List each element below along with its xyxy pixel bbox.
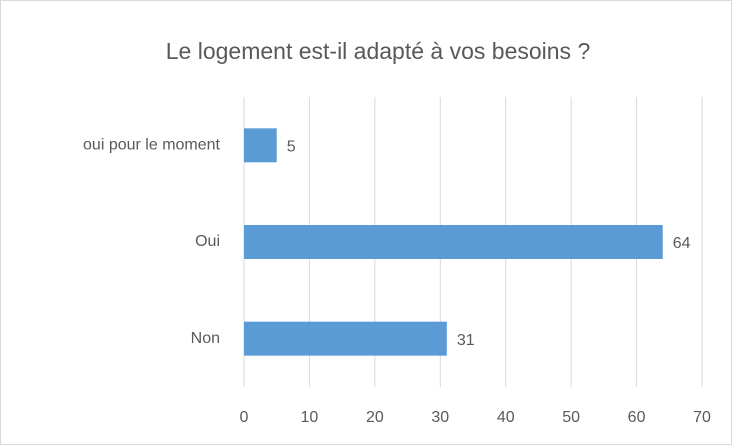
value-label: 5 <box>287 139 296 156</box>
x-tick-label: 20 <box>366 409 384 426</box>
x-tick-label: 40 <box>497 409 515 426</box>
bar <box>244 128 277 163</box>
bar <box>244 225 663 259</box>
y-tick-label: Non <box>191 330 220 347</box>
x-tick-label: 10 <box>301 409 319 426</box>
value-label: 64 <box>673 235 691 252</box>
x-tick-label: 0 <box>240 409 249 426</box>
y-tick-label: Oui <box>195 233 220 250</box>
bar <box>244 321 447 356</box>
x-tick-label: 70 <box>693 409 711 426</box>
chart-title: Le logement est-il adapté à vos besoins … <box>166 38 591 64</box>
x-tick-label: 60 <box>628 409 646 426</box>
x-tick-label: 50 <box>562 409 580 426</box>
value-label: 31 <box>457 332 475 349</box>
x-tick-label: 30 <box>431 409 449 426</box>
y-tick-label: oui pour le moment <box>83 137 221 154</box>
